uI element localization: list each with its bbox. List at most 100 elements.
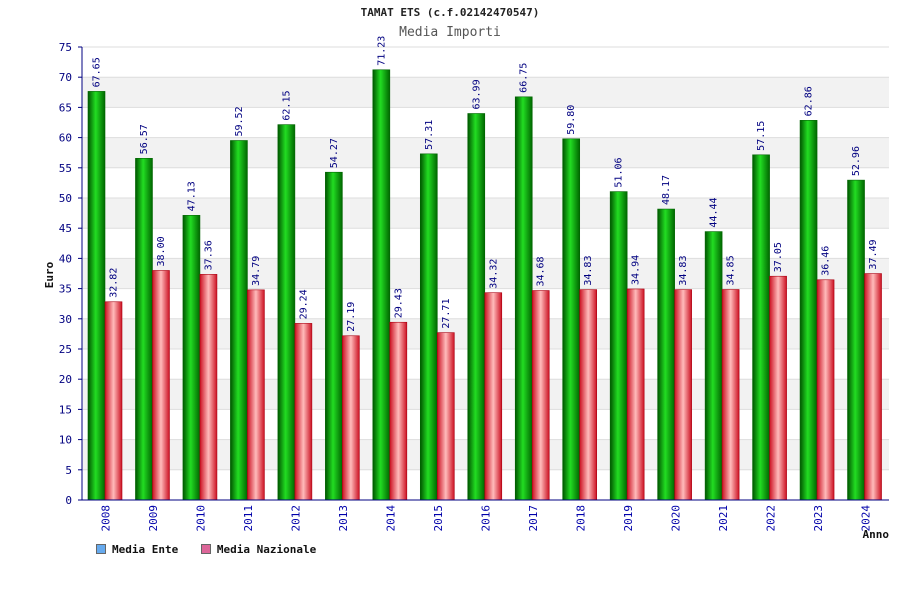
y-tick-label: 50	[59, 192, 72, 205]
data-label: 59.52	[234, 106, 245, 136]
bar-media-ente	[562, 138, 581, 501]
data-label: 27.71	[441, 299, 452, 329]
legend-item-media-nazionale: Media Nazionale	[200, 543, 317, 556]
bar-media-ente	[230, 140, 248, 501]
data-label: 63.99	[471, 79, 482, 109]
bar-media-nazionale	[389, 321, 408, 501]
x-tick-label: 2017	[527, 505, 540, 532]
x-tick-label: 2022	[764, 505, 777, 532]
bar-media-nazionale	[342, 335, 360, 501]
x-axis-label: Anno	[863, 528, 890, 541]
chart-subtitle: Media Importi	[399, 25, 501, 40]
x-tick-label: 2009	[147, 505, 160, 532]
data-label: 34.85	[726, 255, 737, 285]
data-label: 47.13	[186, 181, 197, 211]
y-tick-label: 75	[59, 41, 72, 54]
y-tick-label: 15	[59, 403, 72, 416]
bar-media-ente	[704, 231, 723, 501]
grid-band	[82, 77, 889, 108]
data-label: 34.83	[678, 256, 689, 286]
y-tick-label: 70	[59, 71, 72, 84]
data-label: 52.96	[851, 146, 862, 176]
data-label: 37.49	[868, 239, 879, 269]
x-tick-label: 2021	[717, 505, 730, 532]
data-label: 38.00	[156, 236, 167, 266]
bar-media-ente	[799, 120, 818, 501]
data-label: 66.75	[519, 63, 530, 93]
data-label: 27.19	[346, 302, 357, 332]
bar-media-nazionale	[199, 274, 218, 501]
y-tick-label: 0	[65, 494, 72, 507]
data-label: 32.82	[109, 268, 120, 298]
data-label: 51.06	[614, 157, 625, 187]
bar-media-nazionale	[104, 301, 123, 501]
data-label: 48.17	[661, 175, 672, 205]
y-tick-label: 40	[59, 252, 72, 265]
x-tick-label: 2008	[100, 505, 113, 532]
bar-media-nazionale	[247, 289, 265, 501]
y-axis-label: Euro	[43, 261, 56, 288]
y-tick-label: 10	[59, 434, 72, 447]
data-label: 36.46	[821, 246, 832, 276]
x-tick-label: 2023	[812, 505, 825, 532]
x-tick-label: 2014	[385, 505, 398, 532]
data-label: 71.23	[376, 36, 387, 66]
data-label: 57.15	[756, 121, 767, 151]
bar-media-ente	[609, 191, 628, 501]
y-tick-label: 25	[59, 343, 72, 356]
x-tick-label: 2010	[195, 505, 208, 532]
bar-media-ente	[419, 153, 438, 501]
bar-media-ente	[752, 154, 770, 501]
y-tick-label: 5	[65, 464, 72, 477]
legend-swatch-media-nazionale	[200, 544, 211, 554]
bar-media-ente	[325, 171, 343, 501]
bar-media-nazionale	[484, 292, 503, 501]
legend-label-media-nazionale: Media Nazionale	[216, 543, 317, 556]
bar-media-nazionale	[579, 289, 598, 501]
labels: 0 5 10 15 20 25 30 35 40 45 50 55 60 65 70 75 Euro Anno 67…	[43, 36, 889, 541]
bar-media-nazionale	[674, 289, 692, 501]
data-label: 34.94	[631, 255, 642, 285]
legend-item-media-ente: Media Ente	[96, 543, 178, 556]
x-tick-label: 2020	[669, 505, 682, 532]
data-label: 34.68	[536, 256, 547, 286]
data-label: 29.24	[298, 289, 309, 319]
y-tick-label: 35	[59, 283, 72, 296]
bar-media-nazionale	[152, 270, 170, 501]
data-label: 59.80	[566, 105, 577, 135]
x-tick-label: 2011	[242, 505, 255, 532]
legend-label-media-ente: Media Ente	[112, 543, 179, 556]
data-label: 29.43	[393, 288, 404, 318]
bar-media-nazionale	[721, 289, 740, 501]
bar-media-nazionale	[769, 275, 787, 501]
data-label: 37.36	[203, 240, 214, 270]
bar-media-nazionale	[816, 279, 835, 501]
bar-media-ente	[467, 113, 486, 501]
x-tick-label: 2013	[337, 505, 350, 532]
data-label: 34.83	[583, 256, 594, 286]
data-label: 34.32	[488, 259, 499, 289]
legend-swatch-media-ente	[96, 544, 106, 554]
y-tick-label: 45	[59, 222, 72, 235]
bar-media-ente	[135, 158, 153, 501]
bar-media-nazionale	[294, 323, 313, 501]
x-tick-label: 2018	[574, 505, 587, 532]
x-tick-label: 2019	[622, 505, 635, 532]
bars	[87, 69, 882, 501]
bar-media-ente	[182, 215, 201, 501]
data-label: 62.15	[281, 91, 292, 121]
bar-media-nazionale	[626, 288, 645, 501]
y-tick-label: 65	[59, 101, 72, 114]
data-label: 37.05	[773, 242, 784, 272]
bar-media-ente	[514, 96, 533, 501]
data-label: 44.44	[709, 197, 720, 227]
bar-media-nazionale	[864, 273, 882, 501]
data-label: 34.79	[251, 256, 262, 286]
y-tick-label: 55	[59, 162, 72, 175]
y-tick-label: 60	[59, 132, 72, 145]
bar-media-ente	[847, 179, 865, 501]
y-tick-label: 20	[59, 373, 72, 386]
x-tick-label: 2024	[859, 505, 872, 532]
data-label: 54.27	[329, 138, 340, 168]
